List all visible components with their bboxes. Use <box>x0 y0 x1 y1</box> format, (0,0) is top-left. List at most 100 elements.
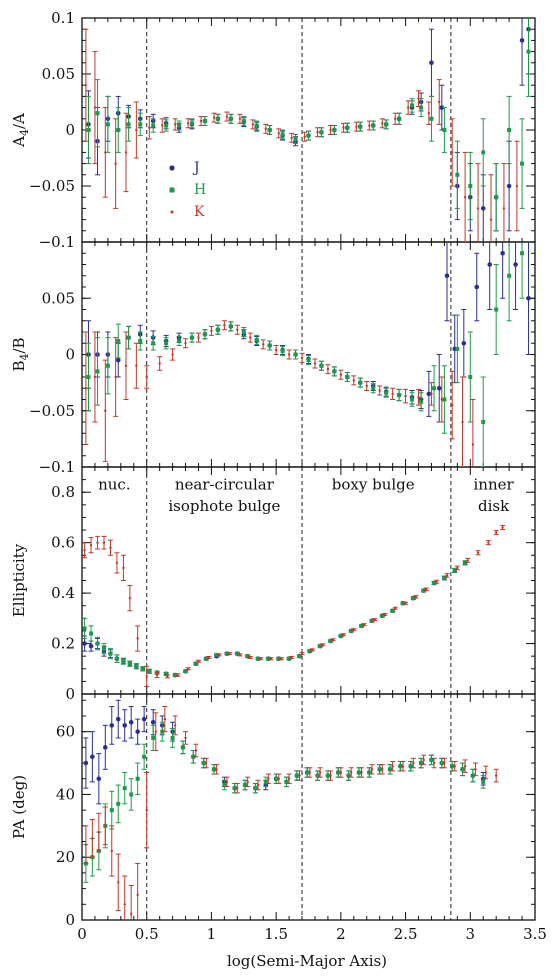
data-point-H <box>232 786 237 791</box>
data-point-H <box>180 745 185 750</box>
data-point-H <box>215 327 220 332</box>
data-point-J <box>513 262 518 267</box>
data-point-H <box>89 631 94 636</box>
data-point-K <box>184 736 187 740</box>
data-point-H <box>411 596 416 601</box>
x-axis-label: log(Semi-Major Axis) <box>227 952 387 970</box>
x-tick-label: 1 <box>207 925 217 943</box>
data-point-K <box>117 881 120 884</box>
data-point-K <box>145 375 148 379</box>
data-point-H <box>164 341 169 346</box>
data-point-K <box>430 392 433 396</box>
data-point-K <box>414 595 418 599</box>
data-point-K <box>184 342 187 345</box>
data-point-K <box>128 596 132 600</box>
y-tick-label: 40 <box>56 785 75 803</box>
data-point-H <box>359 623 364 628</box>
data-point-H <box>127 661 132 666</box>
data-point-K <box>515 184 519 188</box>
data-point-K <box>352 628 355 631</box>
data-point-H <box>276 656 281 661</box>
data-point-K <box>161 124 164 127</box>
y-tick-label: 0.05 <box>42 289 75 307</box>
data-point-K <box>225 780 229 784</box>
data-point-K <box>251 123 255 126</box>
data-point-H <box>126 122 131 127</box>
data-point-K <box>93 375 97 379</box>
y-tick-label: 60 <box>56 723 75 741</box>
data-point-K <box>453 764 456 768</box>
data-point-K <box>212 116 216 119</box>
data-point-H <box>371 386 376 391</box>
data-point-H <box>274 776 279 781</box>
panel-frame-a4 <box>81 17 536 243</box>
data-point-H <box>267 343 272 348</box>
data-point-K <box>163 717 167 721</box>
data-point-K <box>502 207 506 210</box>
data-point-K <box>84 387 88 390</box>
y-tick-label: 0.8 <box>51 483 75 501</box>
data-point-H <box>390 608 395 613</box>
data-point-H <box>408 764 413 769</box>
data-point-H <box>266 656 271 661</box>
y-tick-label: 0 <box>65 121 75 139</box>
y-tick-label: 0.6 <box>51 534 75 552</box>
data-point-H <box>306 133 311 138</box>
data-point-K <box>228 652 231 655</box>
data-b4 <box>83 242 532 467</box>
data-point-H <box>134 664 139 669</box>
data-point-K <box>378 389 381 392</box>
data-point-H <box>201 761 206 766</box>
data-point-H <box>82 626 87 631</box>
data-point-K <box>114 375 117 379</box>
data-point-K <box>114 162 117 165</box>
data-point-K <box>225 115 229 118</box>
data-point-K <box>287 777 291 780</box>
data-point-K <box>155 673 159 677</box>
panel-pa: 60 40 20 0 PA (deg) <box>10 693 536 929</box>
data-point-H <box>164 671 169 676</box>
data-point-H <box>116 339 121 343</box>
data-point-H <box>293 136 298 141</box>
data-point-K <box>313 362 317 365</box>
data-point-H <box>332 369 337 374</box>
data-point-H <box>126 335 131 340</box>
data-point-H <box>95 369 100 374</box>
data-point-H <box>319 363 324 368</box>
data-point-K <box>417 396 420 399</box>
y-tick-label: 0.2 <box>51 635 75 653</box>
data-point-J <box>150 719 156 725</box>
data-point-K <box>246 780 249 784</box>
data-point-H <box>105 363 110 368</box>
data-point-H <box>481 150 486 155</box>
data-point-H <box>442 128 447 132</box>
y-tick-label: 0.1 <box>51 9 75 27</box>
data-point-K <box>422 758 425 762</box>
data-layer <box>82 18 532 920</box>
data-point-H <box>214 652 219 657</box>
data-point-H <box>284 779 289 784</box>
data-point-K <box>115 561 119 565</box>
data-point-H <box>481 779 486 784</box>
data-point-J <box>436 385 442 391</box>
data-point-H <box>419 761 424 766</box>
data-point-H <box>439 761 444 766</box>
data-point-K <box>487 541 490 544</box>
data-point-H <box>108 651 113 656</box>
data-point-K <box>466 559 469 562</box>
data-point-H <box>121 659 126 664</box>
data-a4 <box>83 18 532 242</box>
data-point-H <box>135 776 140 781</box>
legend-marker-K <box>170 210 174 214</box>
data-point-K <box>342 126 345 129</box>
data-point-H <box>215 116 220 121</box>
x-tick-label: 0.5 <box>135 925 159 943</box>
data-point-H <box>294 773 299 778</box>
data-point-H <box>455 172 460 177</box>
data-point-K <box>83 549 86 552</box>
data-point-H <box>526 49 531 54</box>
data-point-K <box>427 112 431 115</box>
data-point-H <box>254 337 259 342</box>
data-point-K <box>207 656 211 659</box>
